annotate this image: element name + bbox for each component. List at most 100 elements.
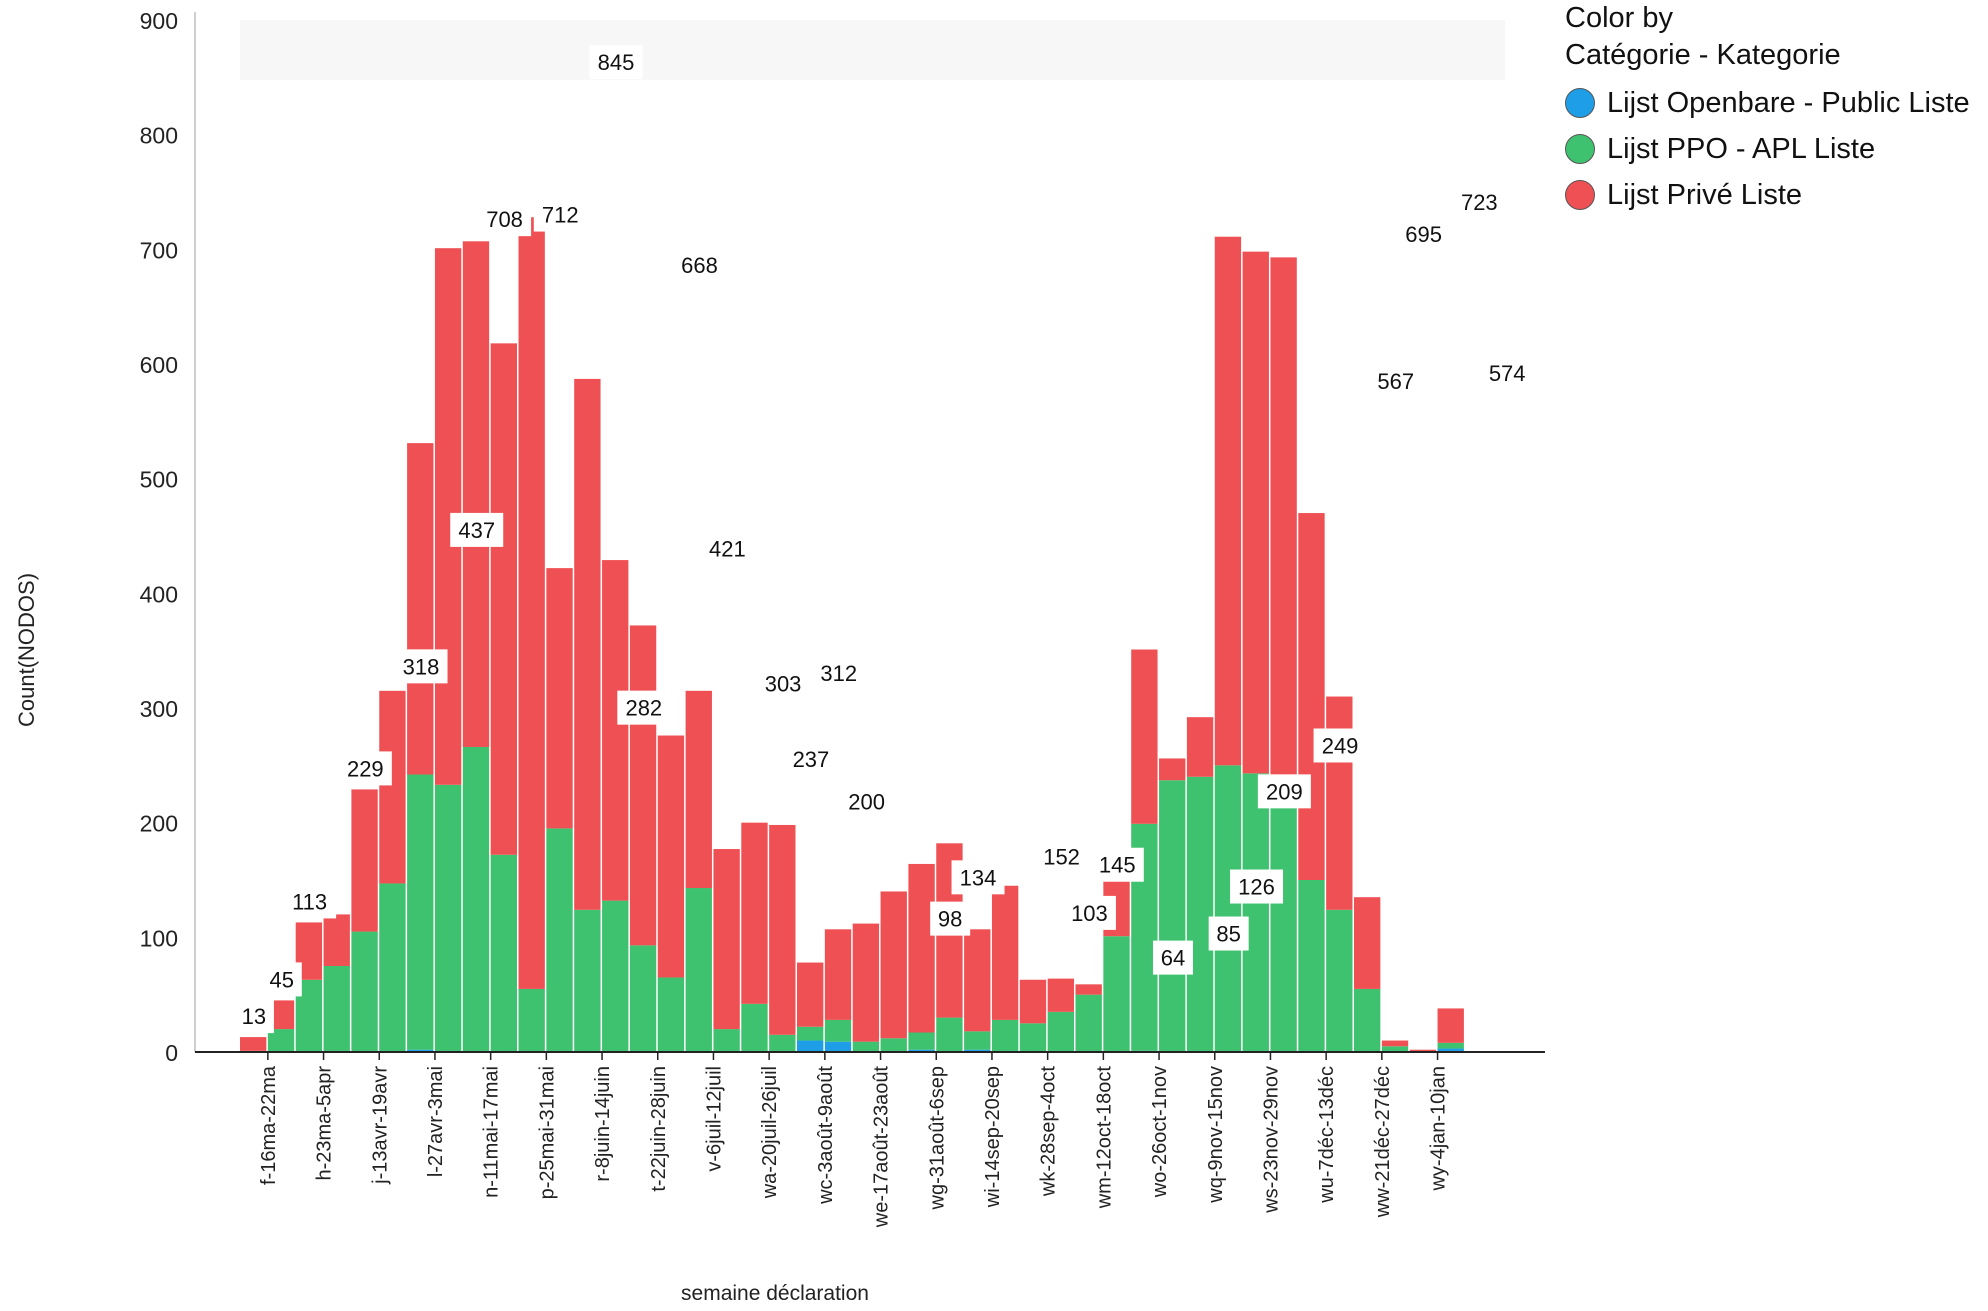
- bar-segment-ppo: [797, 1026, 824, 1041]
- y-tick-label: 700: [140, 237, 178, 263]
- bar-segment-ppo: [769, 1034, 796, 1052]
- data-label: 712: [542, 203, 579, 228]
- y-tick-label: 300: [140, 696, 178, 722]
- data-label-bg: [533, 197, 587, 232]
- bar-segment-ppo: [657, 977, 685, 1052]
- bar-segment-prive: [602, 560, 629, 901]
- bar-segment-prive: [1242, 251, 1269, 774]
- data-label: 695: [1405, 222, 1442, 247]
- bar-segment-prive: [379, 690, 406, 884]
- legend-swatch-public: [1565, 88, 1595, 118]
- bar-segment-ppo: [1354, 988, 1381, 1052]
- data-label: 708: [486, 207, 523, 232]
- bar-segment-prive: [1381, 1040, 1409, 1047]
- data-label-bg: [394, 649, 448, 684]
- data-label: 229: [347, 756, 384, 781]
- data-label: 209: [1266, 779, 1303, 804]
- data-label-bg: [700, 531, 754, 566]
- data-label: 282: [625, 696, 662, 721]
- bar-segment-prive: [1298, 513, 1325, 880]
- x-tick-label: wq-9nov-15nov: [1205, 1066, 1227, 1204]
- bar-segment-ppo: [1186, 776, 1214, 1052]
- bar-segment-prive: [1075, 984, 1102, 995]
- bar-segment-prive: [1437, 1008, 1464, 1043]
- data-label: 13: [242, 1004, 266, 1029]
- y-tick-label: 100: [140, 925, 178, 951]
- plot-top-band: [240, 20, 1505, 80]
- legend: Color by Catégorie - Kategorie Lijst Ope…: [1565, 0, 1970, 218]
- data-label: 421: [709, 536, 746, 561]
- bar-segment-prive: [908, 863, 935, 1033]
- legend-item-ppo[interactable]: Lijst PPO - APL Liste: [1565, 126, 1970, 172]
- bar-segment-ppo: [379, 883, 406, 1052]
- x-tick-label: wk-28sep-4oct: [1038, 1066, 1060, 1198]
- data-label: 249: [1322, 733, 1359, 758]
- x-tick-label: ws-23nov-29nov: [1260, 1066, 1282, 1214]
- bar-segment-prive: [852, 923, 880, 1042]
- bar-segment-prive: [769, 824, 796, 1035]
- x-tick-label: l-27avr-3mai: [425, 1066, 447, 1177]
- bar-segment-public: [964, 1049, 991, 1052]
- bar-segment-prive: [991, 885, 1019, 1020]
- data-label: 723: [1461, 190, 1498, 215]
- data-label: 126: [1238, 875, 1275, 900]
- bar-segment-prive: [1186, 717, 1214, 777]
- data-label-bg: [283, 884, 337, 919]
- y-axis-label: Count(NODOS): [14, 573, 39, 727]
- bar-segment-prive: [323, 914, 350, 966]
- bar-segment-prive: [797, 962, 824, 1027]
- data-label: 567: [1377, 369, 1414, 394]
- y-tick-label: 200: [140, 811, 178, 837]
- bar-segment-ppo: [1326, 909, 1353, 1052]
- bar-segment-ppo: [1047, 1011, 1074, 1052]
- x-tick-label: wg-31août-6sep: [926, 1066, 948, 1210]
- bar-segment-ppo: [880, 1038, 907, 1052]
- data-label-bg: [1230, 869, 1284, 904]
- data-label-bg: [1480, 355, 1534, 390]
- data-label: 134: [960, 865, 997, 890]
- legend-item-public[interactable]: Lijst Openbare - Public Liste: [1565, 80, 1970, 126]
- bar-segment-ppo: [713, 1029, 740, 1052]
- data-label: 152: [1043, 845, 1080, 870]
- bar-segment-public: [908, 1049, 935, 1052]
- bar-segment-ppo: [852, 1041, 880, 1052]
- bar-segment-ppo: [1159, 780, 1186, 1052]
- bar-segment-prive: [741, 822, 768, 1004]
- bar-segment-ppo: [685, 888, 712, 1052]
- bar-segment-prive: [546, 568, 573, 829]
- data-label: 85: [1216, 922, 1240, 947]
- legend-swatch-prive: [1565, 180, 1595, 210]
- bar-segment-ppo: [1103, 936, 1130, 1052]
- y-tick-label: 800: [140, 123, 178, 149]
- x-axis-label: semaine déclaration: [681, 1282, 869, 1305]
- bar-segment-ppo: [518, 988, 545, 1052]
- bar-segment-prive: [713, 849, 740, 1030]
- data-label-bg: [233, 999, 274, 1034]
- x-tick-label: wa-20juil-26juil: [759, 1066, 781, 1199]
- y-tick-label: 600: [140, 352, 178, 378]
- data-label-bg: [478, 202, 532, 237]
- data-label-bg: [1257, 774, 1311, 809]
- data-label-bg: [840, 784, 894, 819]
- bar-segment-prive: [1159, 758, 1186, 781]
- data-label-bg: [261, 962, 302, 997]
- bar-segment-prive: [240, 1037, 267, 1051]
- data-label: 64: [1161, 946, 1185, 971]
- bar-segment-public: [797, 1040, 824, 1052]
- bar-segment-ppo: [1075, 994, 1102, 1052]
- bar-segment-ppo: [323, 966, 350, 1052]
- bar-segment-public: [407, 1049, 434, 1052]
- bar-segment-ppo: [574, 909, 601, 1052]
- data-label-bg: [951, 860, 1005, 895]
- legend-title-line1: Color by: [1565, 2, 1673, 34]
- x-tick-label: f-16ma-22ma: [258, 1065, 280, 1185]
- data-label: 574: [1489, 361, 1526, 386]
- x-tick-label: h-23ma-5apr: [314, 1066, 336, 1181]
- bar-segment-prive: [685, 690, 712, 889]
- data-label: 103: [1071, 901, 1108, 926]
- data-label: 318: [403, 654, 440, 679]
- legend-item-prive[interactable]: Lijst Privé Liste: [1565, 172, 1970, 218]
- x-tick-label: wu-7déc-13déc: [1316, 1066, 1338, 1204]
- data-label-bg: [1062, 895, 1116, 930]
